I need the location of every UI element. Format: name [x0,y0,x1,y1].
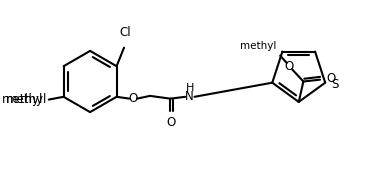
Text: methyl: methyl [2,93,43,106]
Text: H: H [186,83,194,93]
Text: O: O [285,60,294,73]
Text: O: O [327,72,336,85]
Text: methyl: methyl [6,93,47,106]
Text: S: S [332,78,339,91]
Text: O: O [129,92,138,105]
Text: Cl: Cl [119,26,131,39]
Text: N: N [185,90,193,103]
Text: O: O [167,116,176,129]
Text: methyl: methyl [240,41,276,51]
